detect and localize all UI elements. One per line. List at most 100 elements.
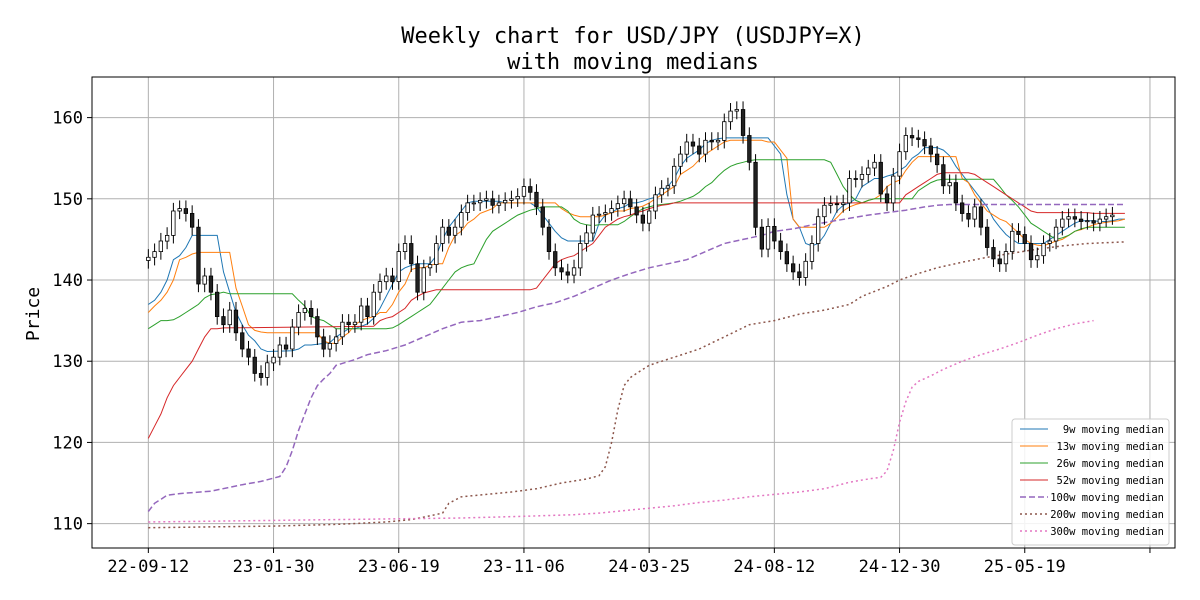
candle-body [346, 321, 351, 326]
candle-body [214, 291, 220, 318]
candle-body [1091, 220, 1096, 224]
candle-body [734, 109, 739, 112]
candle-body [509, 198, 514, 201]
candle-body [177, 208, 182, 212]
candle-body [183, 208, 189, 214]
y-tick-label: 130 [52, 352, 83, 372]
candle-body [709, 139, 714, 143]
candle-body [722, 121, 727, 141]
legend-entry: 9w moving median [1063, 424, 1164, 436]
candle-body [922, 139, 927, 147]
legend-entry: 52w moving median [1057, 475, 1164, 487]
legend-entry: 26w moving median [1057, 458, 1164, 470]
candle-body [164, 234, 170, 242]
candle-body [158, 240, 164, 253]
candle-body [590, 214, 595, 234]
candle-body [884, 193, 890, 204]
candle-body [909, 135, 915, 139]
y-tick-label: 150 [52, 190, 83, 210]
candle-body [477, 199, 483, 204]
candle-body [321, 336, 326, 350]
candle-body [196, 226, 201, 285]
candle-body [1041, 243, 1046, 257]
candle-body [283, 344, 289, 350]
candle-body [427, 264, 433, 269]
candle-body [1097, 218, 1102, 224]
candle-body [953, 182, 958, 204]
candle-body [659, 187, 664, 196]
candle-body [390, 275, 395, 283]
candle-body [534, 191, 539, 208]
candle-body [565, 271, 570, 276]
candle-body [296, 312, 301, 328]
candle-body [377, 281, 383, 293]
candle-body [916, 137, 921, 140]
candle-body [1035, 255, 1040, 261]
candle-body [315, 316, 320, 338]
candle-body [1066, 216, 1071, 220]
legend-entry: 200w moving median [1050, 509, 1164, 521]
y-tick-label: 160 [52, 109, 83, 129]
candle-body [684, 141, 689, 155]
candle-body [1053, 226, 1059, 242]
candle-layer [146, 101, 1115, 386]
candle-body [365, 305, 370, 318]
candle-body [622, 198, 627, 205]
series-line [147, 172, 1125, 439]
candle-body [1016, 230, 1021, 235]
candle-body [202, 275, 207, 285]
candle-body [941, 164, 946, 187]
candle-body [797, 271, 802, 278]
candle-body [640, 214, 645, 224]
candle-body [903, 135, 908, 153]
x-tick-label: 23-11-06 [483, 557, 565, 577]
candle-body [189, 212, 195, 228]
candle-body [1022, 234, 1027, 244]
x-tick-label: 22-09-12 [107, 557, 189, 577]
chart-title-line2: with moving medians [507, 50, 759, 75]
candle-body [327, 342, 333, 350]
x-tick-label: 23-06-19 [358, 557, 440, 577]
y-tick-label: 140 [52, 271, 83, 291]
candle-body [333, 336, 339, 344]
series-line [148, 137, 1125, 353]
candle-body [402, 243, 408, 253]
candle-body [152, 251, 157, 258]
x-tick-label: 23-01-30 [233, 557, 315, 577]
candle-body [966, 212, 971, 220]
candle-body [1010, 230, 1015, 253]
candle-body [603, 212, 608, 215]
candle-body [935, 153, 940, 166]
candle-body [302, 307, 308, 313]
candle-body [822, 204, 827, 218]
candle-body [265, 362, 270, 378]
candle-body [528, 186, 533, 193]
candle-body [308, 307, 314, 317]
candle-body [841, 202, 846, 205]
candle-body [672, 165, 677, 187]
tick-layer: 22-09-12 23-01-30 23-06-19 23-11-06 24-03-25… [52, 109, 1151, 577]
candle-body [171, 210, 176, 236]
candle-body [647, 210, 652, 224]
candle-body [628, 198, 633, 208]
series-line [148, 159, 1125, 330]
candle-body [384, 275, 389, 283]
candle-body [446, 226, 452, 236]
candle-body [502, 199, 508, 204]
candle-body [972, 206, 977, 220]
candle-body [415, 263, 420, 293]
x-tick-label: 25-05-19 [984, 557, 1066, 577]
candle-body [358, 305, 364, 323]
candle-body [521, 186, 527, 197]
series-line [147, 203, 1125, 512]
candle-body [878, 161, 883, 195]
candle-body [715, 139, 721, 143]
candle-body [834, 203, 840, 206]
candle-body [1003, 251, 1009, 265]
candle-body [847, 178, 852, 204]
candle-body [690, 141, 696, 147]
candle-body [233, 309, 239, 334]
candle-body [553, 251, 558, 269]
series-line [148, 241, 1125, 529]
